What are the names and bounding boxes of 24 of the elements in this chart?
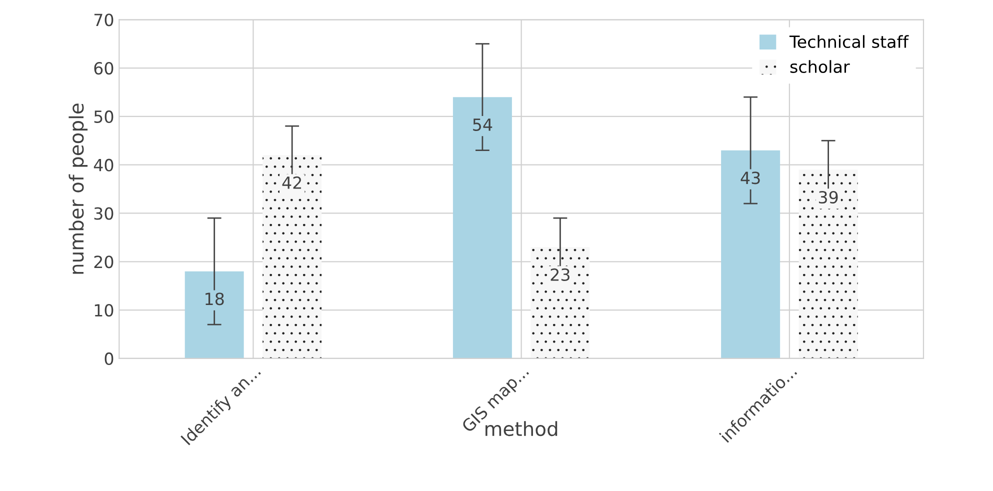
y-tick-label: 60 xyxy=(94,62,114,75)
legend-label: scholar xyxy=(790,60,850,74)
data-label: 43 xyxy=(740,172,760,184)
data-label: 23 xyxy=(550,268,570,281)
y-tick-label: 50 xyxy=(94,110,114,124)
data-label: 54 xyxy=(473,118,492,131)
y-axis-title: number of people xyxy=(68,104,88,274)
data-label: 39 xyxy=(818,190,838,204)
y-tick-label: 40 xyxy=(94,158,114,172)
bar xyxy=(452,97,512,358)
data-label: 42 xyxy=(282,176,302,189)
bar xyxy=(798,170,858,358)
y-tick-label: 10 xyxy=(94,304,114,317)
y-tick-label: 70 xyxy=(94,14,114,26)
bar xyxy=(721,150,780,358)
x-axis-title: method xyxy=(486,421,558,436)
legend-label: Technical staff xyxy=(789,35,909,48)
y-tick-label: 30 xyxy=(94,207,114,220)
y-tick-label: 20 xyxy=(94,256,114,268)
bar xyxy=(262,155,322,358)
y-tick-label: 0 xyxy=(104,352,114,365)
bar xyxy=(184,271,244,358)
bar xyxy=(530,247,590,358)
data-label: 18 xyxy=(206,292,224,306)
